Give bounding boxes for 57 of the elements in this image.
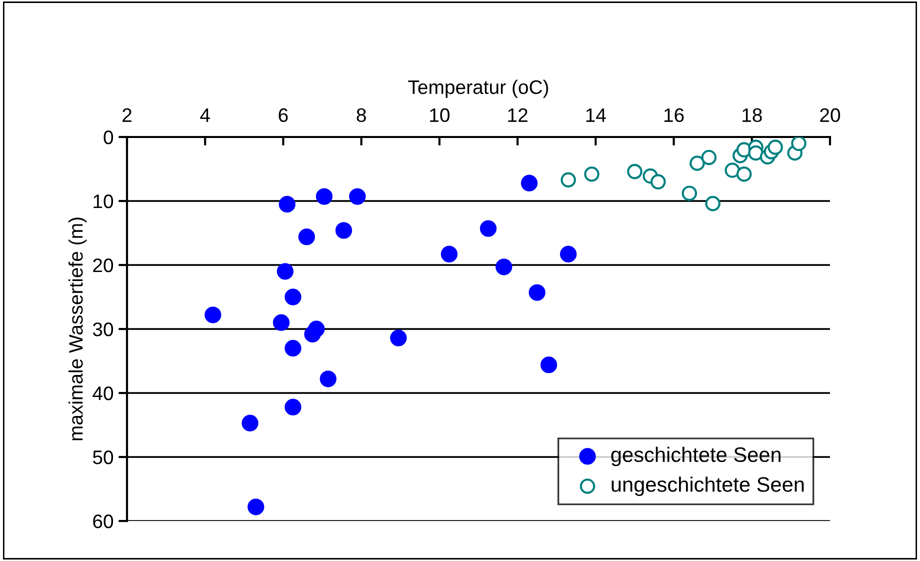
y-tick-label: 20 — [93, 258, 114, 272]
y-tick-label: 60 — [93, 514, 114, 528]
x-axis-title: Temperatur (oC) — [408, 80, 548, 98]
point — [584, 166, 600, 182]
point — [627, 164, 642, 180]
point — [690, 156, 705, 171]
point — [248, 498, 264, 516]
point — [284, 398, 302, 416]
legend-label: ungeschichtete Seen — [612, 476, 804, 496]
point — [304, 326, 321, 342]
y-tick-label: 50 — [92, 450, 114, 464]
y-tick-label: 30 — [92, 322, 114, 336]
point — [682, 186, 698, 201]
x-tick-label: 2 — [122, 108, 132, 122]
point — [480, 220, 497, 237]
point — [440, 246, 458, 262]
point — [736, 166, 752, 182]
point — [791, 137, 806, 152]
point — [650, 174, 666, 190]
point — [701, 150, 717, 166]
point — [204, 306, 222, 324]
point — [335, 222, 352, 239]
point — [748, 145, 764, 161]
point — [272, 314, 290, 331]
legend-label: geschichtete Seen — [611, 446, 780, 466]
x-tick-label: 20 — [820, 108, 840, 122]
point — [276, 263, 294, 280]
x-tick-label: 4 — [200, 108, 210, 122]
point — [320, 370, 336, 388]
point — [316, 188, 333, 205]
y-tick-label: 40 — [92, 386, 114, 400]
point — [560, 172, 576, 188]
point — [520, 174, 538, 192]
y-tick-label: 10 — [94, 194, 114, 208]
y-axis-title: maximale Wassertiefe (m) — [68, 218, 87, 440]
point — [349, 188, 366, 205]
x-tick-label: 8 — [356, 108, 366, 122]
point — [242, 414, 258, 432]
point — [528, 284, 546, 301]
point — [278, 196, 296, 213]
point — [496, 258, 512, 276]
point — [298, 228, 315, 246]
point — [768, 140, 783, 155]
point — [390, 330, 407, 346]
y-tick-label: 0 — [104, 130, 114, 144]
point — [284, 340, 302, 357]
point — [284, 288, 302, 306]
x-tick-label: 12 — [508, 108, 528, 122]
x-tick-label: 16 — [664, 108, 684, 122]
x-tick-label: 10 — [430, 108, 450, 122]
x-tick-label: 14 — [586, 108, 606, 122]
point — [724, 162, 740, 178]
point — [560, 246, 577, 262]
x-tick-label: 6 — [278, 108, 288, 122]
point — [705, 196, 720, 212]
point — [540, 356, 558, 374]
x-tick-label: 18 — [742, 108, 762, 122]
